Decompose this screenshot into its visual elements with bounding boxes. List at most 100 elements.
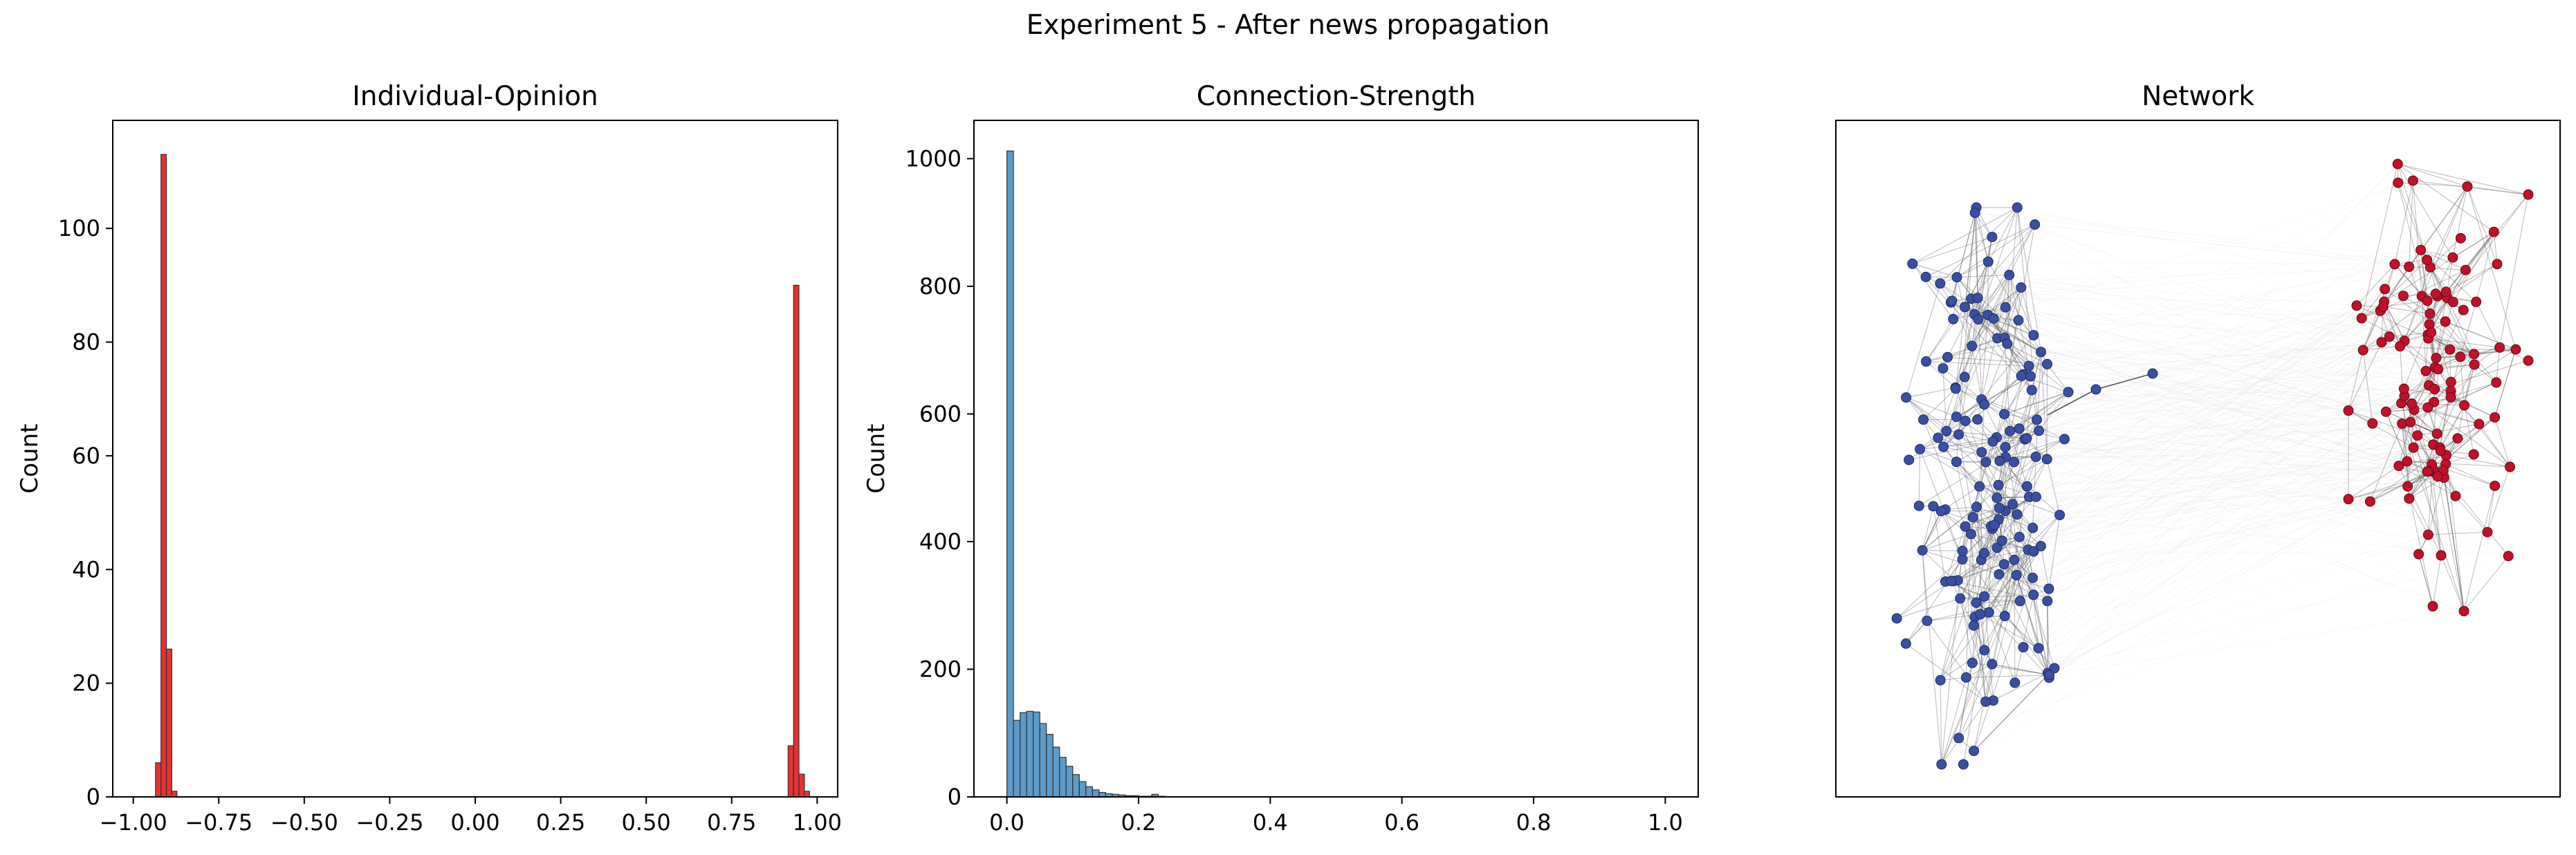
network-edge [1956, 261, 1989, 278]
network-edge [2363, 345, 2400, 351]
network-node [2042, 596, 2053, 607]
network-node [2059, 434, 2070, 445]
network-edge-faint [1985, 461, 2429, 472]
network-edge [1946, 306, 2006, 432]
network-edge [1906, 387, 1956, 398]
network-node [1915, 443, 1926, 454]
network-node [2452, 433, 2463, 444]
network-node [2407, 175, 2418, 186]
network-edge-faint [1926, 361, 2428, 472]
axes-frame [1835, 120, 2561, 798]
network-edge-faint [2048, 381, 2451, 674]
network-edge-faint [1976, 385, 2429, 508]
network-edge [2362, 300, 2428, 351]
y-axis-label: Count [863, 424, 890, 494]
network-edge-faint [2009, 275, 2429, 339]
network-edge-faint [2014, 321, 2446, 463]
network-edge [2004, 616, 2055, 669]
network-node [2490, 412, 2501, 423]
network-edge-faint [1985, 382, 2496, 463]
network-edge-faint [2033, 438, 2458, 552]
network-edge-faint [1945, 485, 2495, 582]
network-edge [2412, 181, 2422, 297]
network-edge [1972, 517, 1985, 553]
y-tick-label: 1000 [905, 145, 962, 172]
network-edge-faint [1984, 405, 2465, 554]
network-edge-faint [2047, 367, 2436, 674]
network-edge [2369, 423, 2403, 502]
network-edge [2348, 410, 2414, 448]
network-edge-faint [1993, 338, 2429, 701]
network-edge [2429, 186, 2468, 268]
network-edge-faint [1977, 419, 2458, 439]
network-node [2030, 219, 2041, 230]
network-edge-faint [1988, 261, 2435, 389]
network-node [1950, 383, 1961, 394]
network-edge-faint [1989, 302, 2454, 613]
network-edge [1971, 314, 1989, 347]
network-node [2422, 529, 2434, 540]
network-edge [2400, 345, 2450, 350]
network-edge-faint [2038, 447, 2414, 649]
network-edge-faint [1996, 186, 2468, 438]
network-edge-faint [2041, 471, 2433, 547]
network-edge-faint [1965, 306, 2474, 355]
network-edge [2004, 392, 2069, 415]
network-edge [2400, 346, 2436, 368]
network-edge-faint [2041, 351, 2529, 361]
network-edge [1998, 519, 2029, 551]
network-node [2436, 550, 2447, 561]
network-edge [1981, 335, 2034, 400]
network-edge-faint [1997, 338, 2510, 468]
network-edge [1919, 449, 1963, 560]
network-edge-faint [1956, 277, 2357, 306]
network-edge [1951, 300, 1973, 347]
network-edge [1979, 486, 2060, 516]
network-node [2450, 490, 2461, 502]
x-tick-label: 1.00 [793, 809, 842, 836]
network-edge [1974, 212, 1989, 262]
network-edge-faint [1963, 447, 2440, 765]
network-edge-faint [2032, 389, 2386, 412]
network-edge [1984, 496, 2036, 554]
network-edge-faint [1993, 470, 2434, 701]
network-edge [2436, 302, 2454, 358]
network-edge-faint [1996, 295, 2404, 499]
network-edge [1922, 511, 1942, 551]
network-edge [2463, 364, 2475, 406]
network-edge [1920, 448, 1957, 463]
network-node [2393, 177, 2404, 188]
network-node [2402, 481, 2413, 492]
network-node [2404, 261, 2415, 273]
network-edge [1943, 439, 2025, 448]
network-edge [2026, 389, 2032, 439]
network-edge-faint [1974, 212, 2434, 472]
network-edge [1922, 506, 1934, 551]
network-edge-faint [2027, 463, 2446, 487]
histogram-bar [171, 791, 178, 798]
network-edge [1944, 526, 1966, 582]
network-edge [1922, 550, 1928, 621]
network-node [2041, 454, 2052, 465]
histogram-bar [1065, 766, 1074, 798]
network-node [2063, 387, 2074, 398]
network-node [1975, 609, 1986, 620]
network-edge [1922, 506, 1977, 551]
network-edge [2394, 180, 2413, 265]
network-node [2455, 232, 2466, 243]
network-edge [2427, 334, 2474, 355]
network-edge-faint [2047, 447, 2414, 460]
network-edge [2439, 405, 2465, 448]
network-edge [2413, 367, 2436, 410]
network-node [2482, 526, 2493, 537]
network-edge [1922, 509, 1946, 551]
network-edge-faint [2029, 264, 2498, 497]
network-node [1979, 548, 1990, 559]
network-node [1999, 409, 2010, 420]
network-node [2004, 269, 2015, 280]
network-node [2016, 282, 2027, 293]
network-edge [2445, 231, 2494, 293]
network-edge-faint [1922, 476, 2438, 551]
network-edge [2465, 231, 2494, 270]
network-edge [2004, 414, 2037, 421]
